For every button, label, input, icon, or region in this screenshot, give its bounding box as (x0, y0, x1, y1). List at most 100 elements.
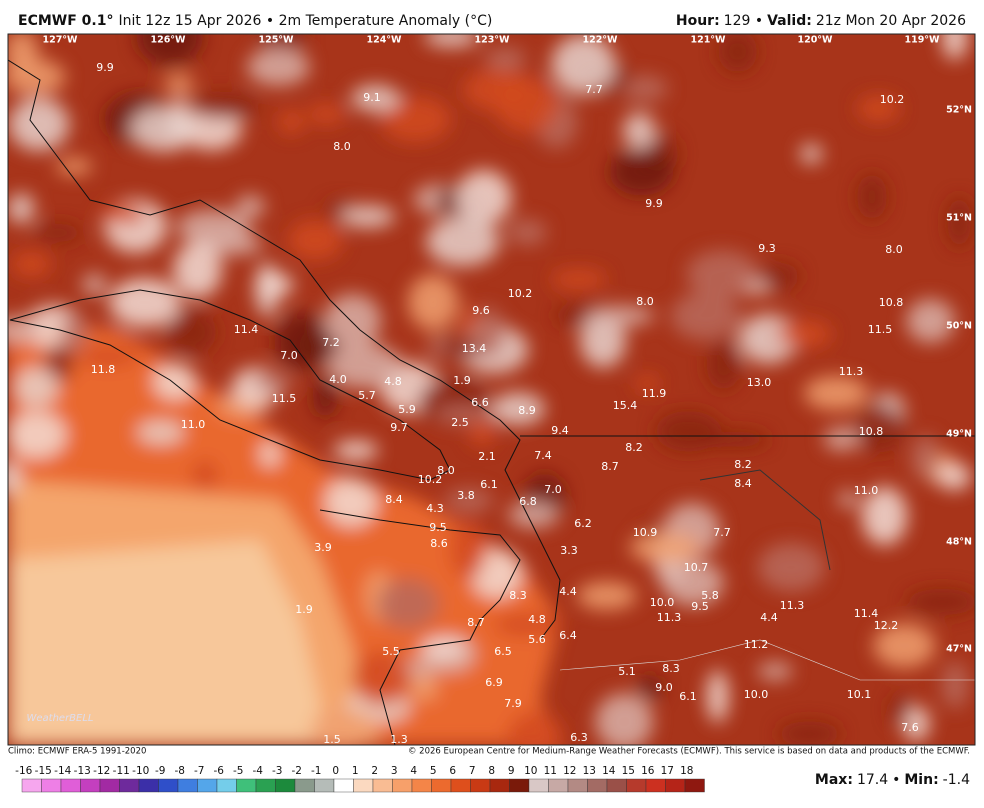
colorbar-swatch (197, 778, 218, 793)
colorbar-swatch (294, 778, 315, 793)
anomaly-blob (352, 651, 411, 706)
separator: • (892, 772, 900, 788)
anomaly-blob (164, 74, 194, 95)
value-label: 10.2 (418, 473, 443, 486)
value-label: 4.3 (426, 502, 444, 515)
anomaly-blob (76, 346, 140, 366)
value-label: 4.4 (760, 611, 778, 624)
max: 17.4 (857, 772, 888, 788)
value-label: 3.3 (560, 544, 578, 557)
anomaly-blob (619, 75, 668, 102)
header-right: Hour: 129 • Valid: 21z Mon 20 Apr 2026 (676, 13, 966, 29)
anomaly-blob (941, 661, 969, 709)
coastlines (8, 59, 975, 745)
value-label: 11.2 (744, 638, 769, 651)
colorbar-label: 13 (583, 765, 596, 777)
anomaly-blob (137, 420, 185, 445)
anomaly-blob (450, 519, 486, 580)
anomaly-blob (173, 241, 222, 298)
anomaly-blob (340, 205, 396, 228)
value-label: 6.5 (494, 645, 512, 658)
value-label: 6.1 (480, 478, 498, 491)
stats: Max: 17.4 • Min: -1.4 (815, 772, 970, 788)
value-label: 7.9 (504, 697, 522, 710)
anomaly-blob (637, 674, 663, 701)
value-label: 10.9 (633, 526, 658, 539)
anomaly-blob (153, 363, 197, 400)
max-label: Max: (815, 772, 853, 788)
latitude-label: 49°N (946, 429, 972, 440)
value-label: 8.7 (601, 460, 619, 473)
anomaly-blob (8, 97, 70, 152)
anomaly-blob (13, 367, 59, 408)
value-label: 4.0 (329, 373, 347, 386)
colorbar-label: -9 (155, 765, 165, 777)
anomaly-blob (906, 588, 975, 615)
colorbar-label: 3 (391, 765, 398, 777)
colorbar-swatch (567, 778, 588, 793)
anomaly-blob (706, 670, 729, 723)
anomaly-blob (456, 169, 512, 225)
anomaly-blob (324, 477, 378, 527)
anomaly-blob (911, 434, 940, 481)
value-label: 7.0 (544, 483, 562, 496)
value-label: 5.7 (358, 389, 376, 402)
colorbar-label: 7 (469, 765, 476, 777)
anomaly-blob (380, 96, 451, 143)
anomaly-blob (256, 273, 294, 297)
anomaly-blob (274, 312, 332, 371)
colorbar-label: -14 (54, 765, 71, 777)
colorbar-label: -7 (194, 765, 204, 777)
value-label: 9.0 (655, 681, 673, 694)
anomaly-blob (947, 196, 971, 248)
colorbar-label: -4 (253, 765, 264, 777)
anomaly-blob (551, 269, 607, 290)
colorbar-label: 15 (622, 765, 635, 777)
latitude-label: 51°N (946, 213, 972, 224)
anomaly-blob (310, 707, 377, 745)
ocean-cool (8, 540, 330, 745)
value-label: 7.6 (901, 721, 919, 734)
value-label: 15.4 (613, 399, 638, 412)
value-label: 12.2 (874, 619, 899, 632)
anomaly-blob (609, 148, 674, 196)
anomaly-blob (235, 195, 266, 218)
state-line (559, 639, 975, 681)
value-label: 8.0 (885, 243, 903, 256)
anomaly-blob (655, 410, 722, 452)
colorbar-swatch (626, 778, 647, 793)
anomaly-blob (576, 581, 637, 610)
colorbar-swatch (606, 778, 627, 793)
colorbar-label: -2 (292, 765, 302, 777)
anomaly-blob (176, 209, 251, 246)
copyright: © 2026 European Centre for Medium-Range … (408, 747, 970, 757)
header-left: ECMWF 0.1° Init 12z 15 Apr 2026 • 2m Temp… (18, 13, 492, 29)
anomaly-blob (189, 93, 259, 119)
anomaly-blob (11, 251, 52, 277)
colorbar-swatch (275, 778, 296, 793)
anomaly-blob (468, 419, 496, 447)
anomaly-blob (776, 320, 832, 348)
value-label: 11.5 (868, 323, 893, 336)
latitude-label: 52°N (946, 105, 972, 116)
anomaly-blob (507, 219, 547, 246)
value-label: 10.8 (879, 296, 904, 309)
anomaly-blob (312, 375, 338, 419)
anomaly-blob (408, 676, 439, 701)
value-label: 4.8 (528, 613, 546, 626)
colorbar-swatch (177, 778, 198, 793)
min: -1.4 (943, 772, 970, 788)
value-label: 8.0 (437, 464, 455, 477)
anomaly-blob (333, 440, 379, 461)
value-labels: 9.99.17.710.28.09.99.3 8.010.28.0 10.89.61… (91, 61, 919, 745)
anomaly-blob (109, 278, 181, 328)
anomaly-blob (686, 250, 759, 298)
colorbar-swatch (528, 778, 549, 793)
value-label: 8.2 (734, 458, 752, 471)
colorbar-swatch (431, 778, 452, 793)
value-label: 1.9 (453, 374, 471, 387)
map-frame (7, 33, 976, 746)
anomaly-blob (376, 578, 440, 630)
anomaly-blob (34, 223, 83, 243)
coast-island (9, 289, 451, 481)
